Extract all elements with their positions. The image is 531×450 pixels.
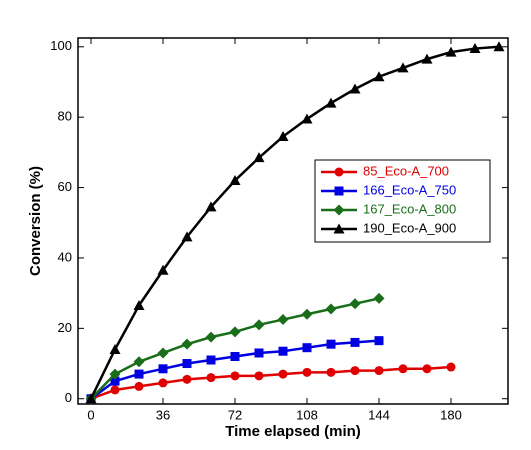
marker bbox=[182, 374, 192, 384]
plot-frame bbox=[77, 37, 509, 405]
marker bbox=[134, 381, 144, 391]
marker bbox=[206, 373, 216, 383]
marker bbox=[278, 369, 288, 379]
marker bbox=[277, 314, 289, 326]
legend-label: 166_Eco-A_750 bbox=[363, 182, 456, 197]
x-tick-label: 108 bbox=[296, 407, 318, 422]
marker bbox=[334, 167, 344, 177]
marker bbox=[446, 362, 456, 372]
marker bbox=[134, 369, 144, 379]
y-tick-label: 20 bbox=[58, 320, 72, 335]
marker bbox=[157, 264, 169, 275]
legend-label: 85_Eco-A_700 bbox=[363, 163, 449, 178]
marker bbox=[469, 43, 481, 54]
marker bbox=[278, 346, 288, 356]
y-tick-label: 40 bbox=[58, 249, 72, 264]
marker bbox=[325, 97, 337, 108]
marker bbox=[109, 368, 121, 380]
marker bbox=[398, 364, 408, 374]
legend-label: 190_Eco-A_900 bbox=[363, 220, 456, 235]
marker bbox=[301, 113, 313, 124]
marker bbox=[326, 339, 336, 349]
marker bbox=[205, 331, 217, 343]
marker bbox=[373, 71, 385, 82]
marker bbox=[110, 385, 120, 395]
x-axis-title: Time elapsed (min) bbox=[225, 423, 361, 440]
marker bbox=[229, 326, 241, 338]
marker bbox=[422, 364, 432, 374]
marker bbox=[109, 343, 121, 354]
marker bbox=[158, 378, 168, 388]
x-tick-label: 144 bbox=[368, 407, 390, 422]
marker bbox=[334, 186, 344, 196]
marker bbox=[301, 308, 313, 320]
marker bbox=[182, 359, 192, 369]
marker bbox=[206, 355, 216, 365]
marker bbox=[350, 337, 360, 347]
x-tick-label: 180 bbox=[440, 407, 462, 422]
marker bbox=[133, 356, 145, 368]
marker bbox=[277, 131, 289, 142]
marker bbox=[349, 298, 361, 310]
marker bbox=[230, 371, 240, 381]
marker bbox=[325, 303, 337, 315]
marker bbox=[349, 83, 361, 94]
marker bbox=[333, 204, 345, 216]
marker bbox=[158, 364, 168, 374]
marker bbox=[302, 367, 312, 377]
marker bbox=[397, 62, 409, 73]
marker bbox=[133, 299, 145, 310]
marker bbox=[253, 319, 265, 331]
y-axis-title: Conversion (%) bbox=[27, 166, 44, 276]
marker bbox=[110, 376, 120, 386]
series-line bbox=[90, 339, 380, 400]
x-tick-label: 72 bbox=[228, 407, 242, 422]
y-tick-label: 80 bbox=[58, 109, 72, 124]
series-line bbox=[89, 45, 500, 400]
marker bbox=[302, 343, 312, 353]
marker bbox=[333, 223, 345, 234]
y-tick-label: 100 bbox=[50, 38, 72, 53]
marker bbox=[445, 46, 457, 57]
marker bbox=[350, 366, 360, 376]
marker bbox=[205, 201, 217, 212]
x-tick-label: 36 bbox=[156, 407, 170, 422]
marker bbox=[230, 351, 240, 361]
marker bbox=[254, 371, 264, 381]
y-tick-label: 0 bbox=[65, 390, 72, 405]
marker bbox=[85, 393, 97, 404]
marker bbox=[157, 347, 169, 359]
y-tick-label: 60 bbox=[58, 179, 72, 194]
marker bbox=[229, 175, 241, 186]
series-line bbox=[90, 365, 452, 400]
marker bbox=[374, 336, 384, 346]
marker bbox=[373, 292, 385, 304]
marker bbox=[421, 53, 433, 64]
marker bbox=[493, 41, 505, 52]
marker bbox=[374, 366, 384, 376]
marker bbox=[326, 367, 336, 377]
marker bbox=[181, 338, 193, 350]
x-tick-label: 0 bbox=[87, 407, 94, 422]
marker bbox=[181, 231, 193, 242]
marker bbox=[253, 152, 265, 163]
legend-label: 167_Eco-A_800 bbox=[363, 201, 456, 216]
marker bbox=[254, 348, 264, 358]
